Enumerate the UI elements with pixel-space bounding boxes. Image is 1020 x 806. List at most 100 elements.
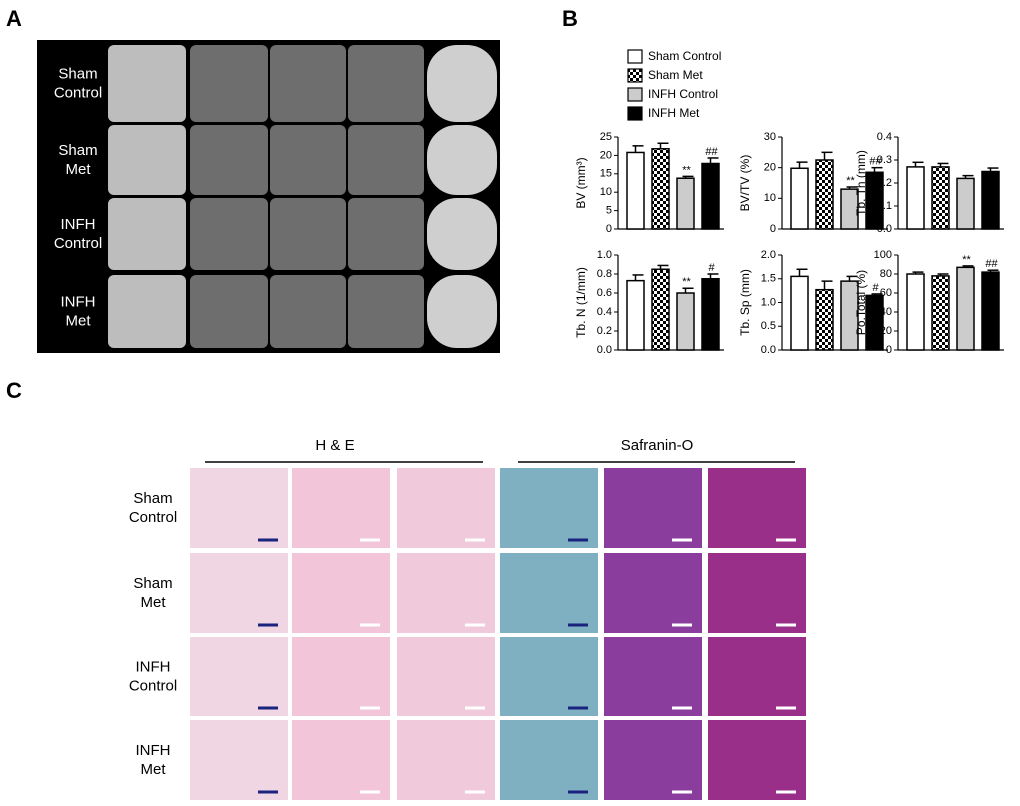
bar	[956, 266, 975, 351]
row-label: Sham Met	[58, 142, 97, 178]
row-label-line: Control	[129, 677, 177, 694]
row-label-line: Sham	[133, 490, 172, 507]
significance-label: **	[962, 254, 971, 266]
row-label: INFH Control	[129, 658, 177, 694]
bar	[931, 166, 950, 230]
ct-image	[270, 125, 346, 195]
histology-image	[190, 468, 288, 548]
histology-image	[397, 637, 495, 716]
row-label-line: Control	[54, 84, 102, 101]
bar	[906, 273, 925, 351]
row-label-line: Met	[140, 594, 166, 611]
row-label-line: Met	[140, 761, 166, 778]
y-tick-label: 15	[600, 168, 612, 180]
legend-label: INFH Met	[648, 106, 700, 120]
ct-image	[108, 198, 186, 270]
histology-image	[292, 553, 390, 633]
bar	[626, 151, 645, 230]
ct-image	[108, 45, 186, 122]
histology-image	[500, 720, 598, 800]
ct-image	[190, 275, 268, 348]
histology-image	[708, 468, 806, 548]
y-axis-label: Tb. Sp (mm)	[738, 269, 752, 336]
row-label-line: INFH	[61, 293, 96, 310]
y-tick-label: 1.5	[761, 273, 776, 285]
significance-label: **	[846, 175, 855, 187]
y-tick-label: 10	[600, 186, 612, 198]
legend-label: Sham Met	[648, 68, 703, 82]
ct-image	[270, 275, 346, 348]
histology-image	[604, 553, 702, 633]
bar	[790, 167, 809, 230]
significance-label: #	[708, 262, 715, 274]
y-tick-label: 1.0	[597, 249, 612, 261]
ct-image	[427, 125, 497, 195]
bar	[701, 278, 720, 351]
histology-image	[190, 637, 288, 716]
y-tick-label: 1.0	[761, 296, 776, 308]
y-tick-label: 0.2	[597, 325, 612, 337]
panel-label: B	[562, 6, 578, 31]
bar	[676, 177, 695, 230]
histology-image	[708, 637, 806, 716]
ct-image	[270, 198, 346, 270]
bar	[931, 275, 950, 351]
row-label-line: Sham	[133, 575, 172, 592]
bar	[790, 275, 809, 351]
panel-label: C	[6, 378, 22, 403]
ct-image	[108, 125, 186, 195]
row-label-line: Control	[54, 235, 102, 252]
ct-image	[190, 45, 268, 122]
row-label-line: Sham	[58, 65, 97, 82]
row-label-line: Sham	[58, 142, 97, 159]
y-tick-label: 0.1	[877, 200, 892, 212]
histology-image	[500, 637, 598, 716]
legend-label: INFH Control	[648, 87, 718, 101]
y-tick-label: 60	[880, 287, 892, 299]
bar	[651, 268, 670, 351]
bar	[815, 159, 834, 230]
y-tick-label: 20	[880, 325, 892, 337]
y-tick-label: 0.0	[597, 344, 612, 356]
bar	[956, 177, 975, 230]
histology-image	[708, 553, 806, 633]
y-tick-label: 40	[880, 306, 892, 318]
ct-image	[348, 125, 424, 195]
bar	[701, 162, 720, 230]
significance-label: ##	[705, 146, 718, 158]
histology-image	[500, 468, 598, 548]
ct-image	[190, 125, 268, 195]
ct-image	[427, 275, 497, 348]
y-tick-label: 0.4	[877, 131, 892, 143]
ct-image	[348, 198, 424, 270]
row-label-line: Met	[65, 161, 91, 178]
panel-label: A	[6, 6, 22, 31]
y-tick-label: 30	[764, 131, 776, 143]
histology-image	[604, 468, 702, 548]
histology-image	[604, 720, 702, 800]
histology-image	[292, 468, 390, 548]
row-label-line: Control	[129, 509, 177, 526]
bar	[865, 294, 884, 351]
histology-image	[292, 637, 390, 716]
y-tick-label: 10	[764, 192, 776, 204]
significance-label: **	[682, 276, 691, 288]
y-tick-label: 0.2	[877, 177, 892, 189]
y-tick-label: 80	[880, 268, 892, 280]
ct-image	[190, 198, 268, 270]
histology-image	[397, 553, 495, 633]
y-tick-label: 25	[600, 131, 612, 143]
row-label: Sham Control	[129, 490, 177, 526]
bar	[906, 166, 925, 230]
row-label: INFH Met	[61, 293, 96, 329]
y-tick-label: 0	[770, 223, 776, 235]
y-axis-label: Tb. N (1/mm)	[574, 267, 588, 338]
ct-image	[108, 275, 186, 348]
y-tick-label: 0.5	[761, 320, 776, 332]
legend-label: Sham Control	[648, 49, 721, 63]
row-label-line: INFH	[136, 742, 171, 759]
y-tick-label: 0	[886, 344, 892, 356]
y-axis-label: Tb. Th (mm)	[854, 150, 868, 216]
bar	[840, 280, 859, 351]
bar	[981, 271, 1000, 351]
